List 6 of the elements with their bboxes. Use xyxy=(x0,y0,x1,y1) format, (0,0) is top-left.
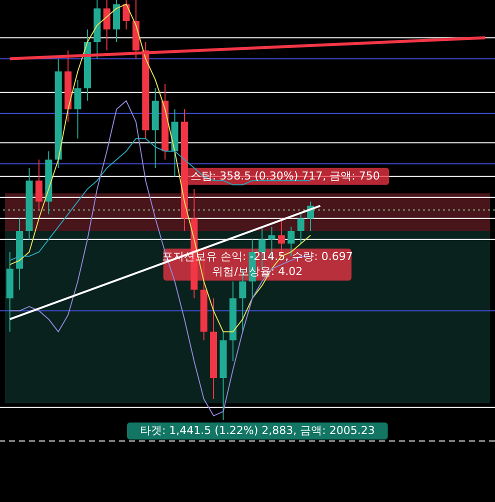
candlestick xyxy=(35,159,42,210)
candlestick xyxy=(103,0,110,51)
candlestick xyxy=(74,79,82,140)
candlestick xyxy=(297,214,304,244)
candlestick xyxy=(122,0,130,30)
text: 타겟: 1,441.5 (1.22%) 2,883, 금액: 2005.23 xyxy=(140,424,375,437)
